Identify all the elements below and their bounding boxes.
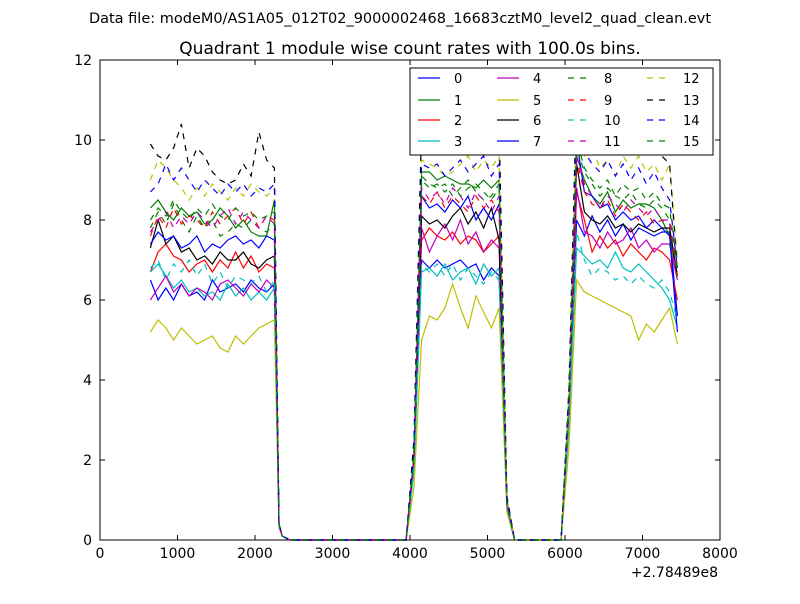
legend-label-5: 5 [533,94,541,109]
series-line-4 [149,187,678,541]
series-line-5 [149,278,678,541]
legend-label-0: 0 [454,72,462,87]
series-line-9 [149,159,678,541]
series-line-8 [149,147,678,541]
series-line-3 [149,246,678,541]
y-tick-label: 0 [83,533,92,549]
y-tick-label: 12 [74,53,92,69]
legend-label-6: 6 [533,114,541,129]
legend-label-2: 2 [454,114,462,129]
y-tick-label: 2 [83,453,92,469]
series-line-14 [149,131,678,541]
legend-label-12: 12 [683,72,700,87]
legend-label-9: 9 [604,94,612,109]
x-tick-label: 4000 [392,546,428,562]
x-tick-label: 7000 [625,546,661,562]
y-tick-label: 8 [83,213,92,229]
x-tick-label: 0 [96,546,105,562]
series-line-15 [149,139,678,541]
legend-label-4: 4 [533,72,541,87]
x-tick-label: 5000 [470,546,506,562]
chart-title: Quadrant 1 module wise count rates with … [179,39,640,59]
y-tick-label: 10 [74,133,92,149]
legend-label-14: 14 [683,114,700,129]
legend-label-8: 8 [604,72,612,87]
legend-label-7: 7 [533,135,541,150]
series-lines [149,91,678,541]
series-line-6 [149,163,678,541]
y-tick-label: 6 [83,293,92,309]
legend-label-15: 15 [683,135,700,150]
y-tick-label: 4 [83,373,92,389]
legend-label-1: 1 [454,94,462,109]
x-tick-label: 8000 [702,546,738,562]
x-tick-label: 3000 [315,546,351,562]
series-line-11 [149,155,678,541]
x-tick-label: 2000 [237,546,273,562]
series-line-2 [149,191,678,541]
x-tick-label: 6000 [547,546,583,562]
legend-label-3: 3 [454,135,462,150]
x-offset-label: +2.78489e8 [631,565,718,581]
legend-label-10: 10 [604,114,621,129]
legend-label-13: 13 [683,94,700,109]
figure-suptitle: Data file: modeM0/AS1A05_012T02_90000024… [89,11,711,27]
legend-label-11: 11 [604,135,621,150]
series-line-7 [149,139,678,541]
x-axis: 0 1000 2000 3000 4000 5000 6000 7000 8000 [96,60,738,562]
x-tick-label: 1000 [160,546,196,562]
